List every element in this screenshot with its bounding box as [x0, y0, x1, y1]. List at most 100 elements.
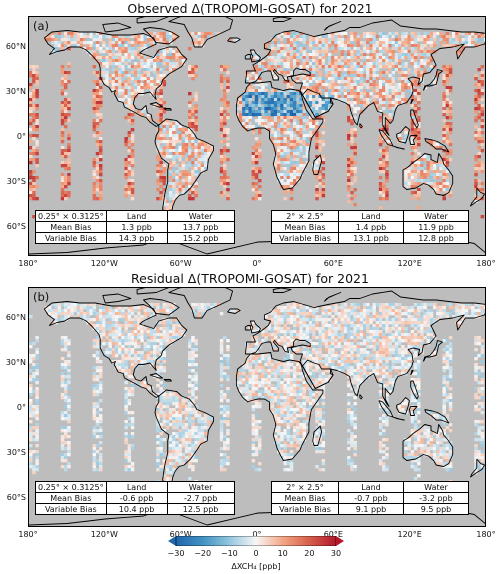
map-cell [372, 74, 376, 78]
map-cell [299, 318, 303, 322]
map-cell [388, 119, 392, 123]
map-cell [264, 116, 268, 120]
map-cell [305, 65, 310, 69]
map-cell [258, 194, 262, 198]
coastline [244, 54, 251, 60]
map-cell [413, 342, 418, 346]
map-cell [98, 116, 103, 120]
map-cell [51, 41, 55, 45]
map-cell [391, 89, 396, 93]
map-cell [404, 32, 408, 36]
map-cell [302, 89, 307, 93]
map-cell [280, 167, 284, 171]
map-cell [350, 354, 354, 358]
map-cell [175, 321, 179, 325]
map-cell [382, 315, 386, 319]
map-cell [318, 158, 322, 162]
map-cell [397, 336, 402, 340]
map-cell [95, 101, 100, 105]
map-cell [289, 321, 294, 325]
map-cell [124, 360, 128, 364]
map-cell [191, 140, 195, 144]
map-cell [327, 53, 332, 57]
map-cell [308, 44, 313, 48]
map-cell [366, 56, 370, 60]
map-cell [350, 318, 354, 322]
map-cell [258, 342, 262, 346]
map-cell [143, 65, 147, 69]
map-cell [347, 164, 351, 168]
map-cell [67, 62, 71, 66]
map-cell [394, 59, 399, 63]
map-cell [140, 327, 144, 331]
map-cell [327, 80, 332, 84]
map-cell [362, 59, 367, 63]
map-cell [248, 86, 252, 90]
map-cell [458, 32, 462, 36]
map-cell [35, 125, 39, 129]
map-cell [29, 122, 33, 126]
map-cell [188, 149, 192, 153]
map-cell [302, 83, 307, 87]
map-cell [121, 59, 125, 63]
map-cell [188, 134, 192, 138]
map-cell [277, 113, 281, 117]
map-cell [382, 140, 386, 144]
map-cell [420, 44, 424, 48]
map-cell [159, 116, 163, 120]
map-cell [461, 318, 466, 322]
map-cell [359, 348, 364, 352]
map-cell [375, 44, 380, 48]
map-cell [413, 191, 418, 195]
map-cell [172, 62, 176, 66]
map-cell [388, 83, 392, 87]
map-cell [277, 327, 281, 331]
map-cell [98, 173, 103, 177]
map-cell [305, 336, 310, 340]
map-cell [448, 173, 453, 177]
map-cell [159, 194, 163, 198]
map-cell [76, 44, 81, 48]
map-cell [397, 56, 402, 60]
map-cell [448, 357, 453, 361]
map-cell [378, 110, 383, 114]
map-cell [292, 56, 297, 60]
map-cell [273, 161, 278, 165]
map-cell [474, 95, 478, 99]
map-cell [79, 41, 84, 45]
map-cell [156, 77, 160, 81]
map-cell [442, 161, 446, 165]
map-cell [289, 173, 294, 177]
map-cell [321, 101, 326, 105]
map-cell [248, 345, 252, 349]
map-cell [385, 158, 389, 162]
map-cell [391, 62, 396, 66]
map-cell [277, 176, 281, 180]
map-cell [92, 345, 97, 349]
map-cell [60, 122, 65, 126]
map-cell [404, 333, 408, 337]
map-cell [175, 306, 179, 310]
map-cell [89, 50, 93, 54]
map-cell [60, 312, 65, 316]
map-cell [219, 348, 224, 352]
map-cell [111, 333, 116, 337]
map-cell [382, 164, 386, 168]
map-cell [378, 191, 383, 195]
map-cell [420, 303, 424, 307]
map-cell [315, 155, 319, 159]
map-cell [216, 303, 221, 307]
map-cell [324, 327, 329, 331]
map-cell [92, 89, 97, 93]
map-cell [372, 357, 376, 361]
map-cell [223, 122, 227, 126]
map-cell [165, 149, 170, 153]
map-cell [114, 321, 119, 325]
map-cell [347, 342, 351, 346]
map-cell [315, 98, 319, 102]
map-cell [168, 197, 173, 201]
map-cell [397, 324, 402, 328]
map-cell [98, 71, 103, 75]
map-cell [258, 143, 262, 147]
map-cell [143, 336, 147, 340]
